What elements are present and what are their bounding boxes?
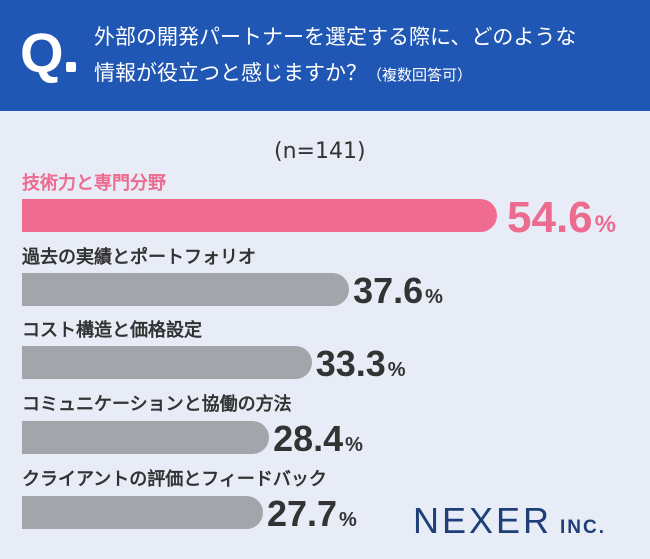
value-number-5: 27.7 [266, 493, 338, 534]
value-number-1: 54.6 [507, 193, 593, 242]
bar-3 [22, 346, 312, 379]
brand-name: NEXER [413, 500, 553, 541]
question-mark-dot [66, 62, 76, 72]
value-unit-5: % [339, 509, 357, 531]
bar-4 [22, 421, 270, 454]
bar-1 [22, 199, 497, 232]
value-unit-3: % [387, 359, 406, 381]
brand-logo: NEXER INC. [413, 500, 606, 542]
value-number-4: 28.4 [273, 418, 344, 459]
value-number-3: 33.3 [315, 343, 386, 384]
question-note: （複数回答可） [367, 66, 473, 84]
value-unit-2: % [425, 286, 443, 308]
category-label-4: コミュニケーションと協働の方法 [22, 394, 292, 415]
value-unit-4: % [345, 434, 363, 456]
question-mark: Q [20, 21, 64, 84]
brand-suffix: INC. [560, 517, 607, 538]
category-label-3: コスト構造と価格設定 [22, 320, 202, 341]
question-text-line2-main: 情報が役立つと感じますか？ [94, 61, 367, 85]
bar-5 [22, 496, 263, 529]
question-header: Q 外部の開発パートナーを選定する際に、どのような 情報が役立つと感じますか？（… [0, 0, 650, 111]
value-number-2: 37.6 [353, 270, 424, 311]
sample-size: (n=141) [274, 139, 366, 164]
category-label-1: 技術力と専門分野 [22, 173, 166, 194]
bar-2 [22, 273, 350, 306]
question-text-line2: 情報が役立つと感じますか？（複数回答可） [94, 58, 472, 90]
category-label-5: クライアントの評価とフィードバック [22, 469, 327, 490]
value-unit-1: % [594, 211, 616, 238]
value-label-3: 33.3% [316, 346, 406, 382]
value-label-5: 27.7% [267, 496, 357, 532]
value-label-1: 54.6% [507, 196, 616, 240]
value-label-2: 37.6% [353, 273, 443, 309]
value-label-4: 28.4% [273, 421, 363, 457]
question-text-line1: 外部の開発パートナーを選定する際に、どのような [94, 25, 577, 49]
category-label-2: 過去の実績とポートフォリオ [22, 247, 256, 268]
